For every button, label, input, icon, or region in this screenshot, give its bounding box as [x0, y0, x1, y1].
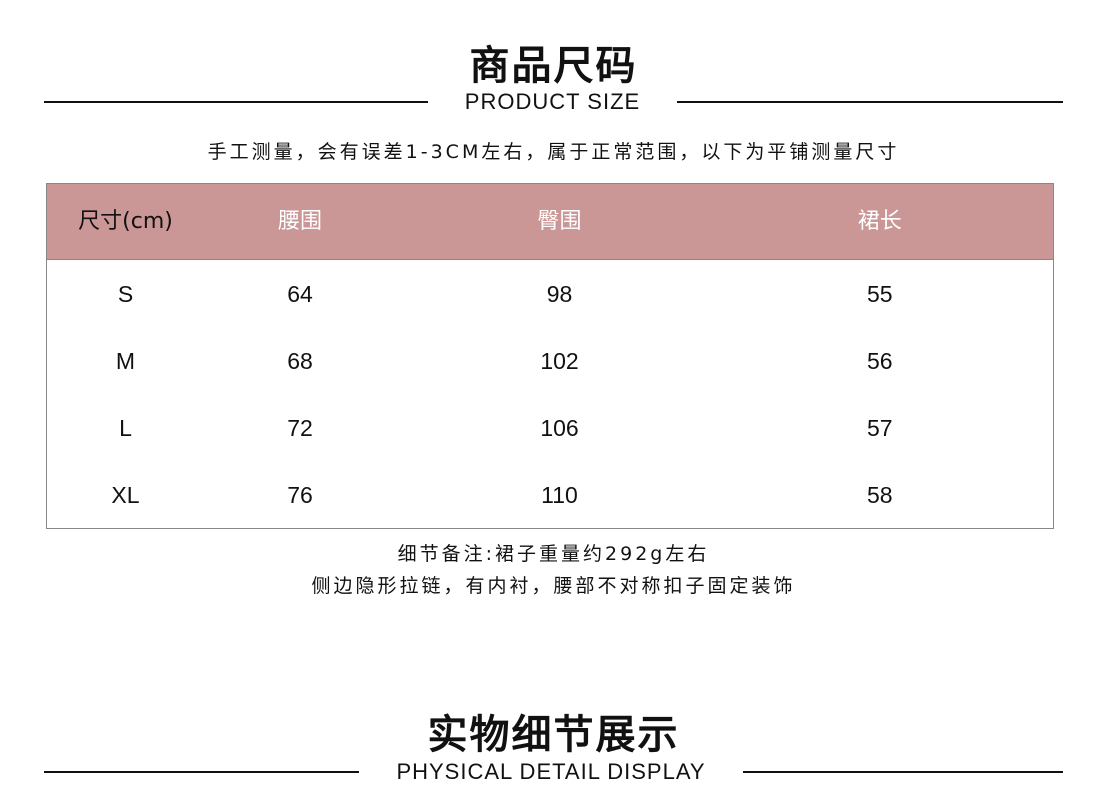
table-cell: XL: [111, 481, 140, 508]
detail-note: 细节备注:裙子重量约292g左右: [397, 543, 710, 565]
table-cell: M: [115, 347, 136, 374]
table-header: 尺寸(cm) 腰围 臀围 裙长: [46, 183, 1054, 260]
section-title: 商品尺码: [469, 43, 638, 89]
header-cell: 臀围: [396, 183, 723, 260]
table-row: S 64 98 55: [47, 260, 1054, 328]
table-row: M 68 102 56: [47, 327, 1054, 394]
table-cell-empty: [1036, 461, 1053, 529]
section-title: 实物细节展示: [427, 712, 680, 758]
table-row: L 72 106 57: [47, 394, 1054, 461]
divider: [743, 771, 1063, 773]
table-cell: 56: [866, 347, 893, 374]
table-cell: 106: [540, 414, 579, 441]
header-cell: 腰围: [204, 183, 396, 260]
table-cell: 64: [287, 280, 313, 307]
section-subtitle: PRODUCT SIZE: [464, 89, 641, 114]
table-cell: 72: [287, 414, 313, 441]
table-cell: 110: [541, 481, 578, 508]
divider: [677, 101, 1063, 103]
table-cell: 102: [540, 347, 579, 374]
table-cell-empty: [1036, 327, 1053, 394]
table-cell: 55: [866, 280, 893, 307]
table-cell: 76: [287, 481, 313, 508]
table-cell: L: [119, 414, 132, 441]
table-cell: 98: [546, 280, 573, 307]
section-subtitle: PHYSICAL DETAIL DISPLAY: [396, 759, 706, 784]
divider: [44, 101, 428, 103]
size-table: 尺寸(cm) 腰围 臀围 裙长 S 64 98 55 M 68 102 56 L 72 106 57 X…: [46, 183, 1054, 529]
detail-note: 侧边隐形拉链，有内衬，腰部不对称扣子固定装饰: [311, 575, 796, 597]
divider: [44, 771, 359, 773]
header-cell-empty: [1036, 183, 1054, 260]
table-cell-empty: [1036, 260, 1053, 328]
measure-note: 手工测量，会有误差1-3CM左右，属于正常范围，以下为平铺测量尺寸: [207, 141, 900, 163]
table-cell-empty: [1036, 394, 1053, 461]
table-cell: 57: [866, 414, 893, 441]
table-row: XL 76 110 58: [47, 461, 1054, 529]
table-cell: S: [117, 280, 134, 307]
header-cell: 尺寸(cm): [46, 183, 204, 260]
table-cell: 68: [287, 347, 313, 374]
header-cell: 裙长: [723, 183, 1037, 260]
table-cell: 58: [866, 481, 893, 508]
